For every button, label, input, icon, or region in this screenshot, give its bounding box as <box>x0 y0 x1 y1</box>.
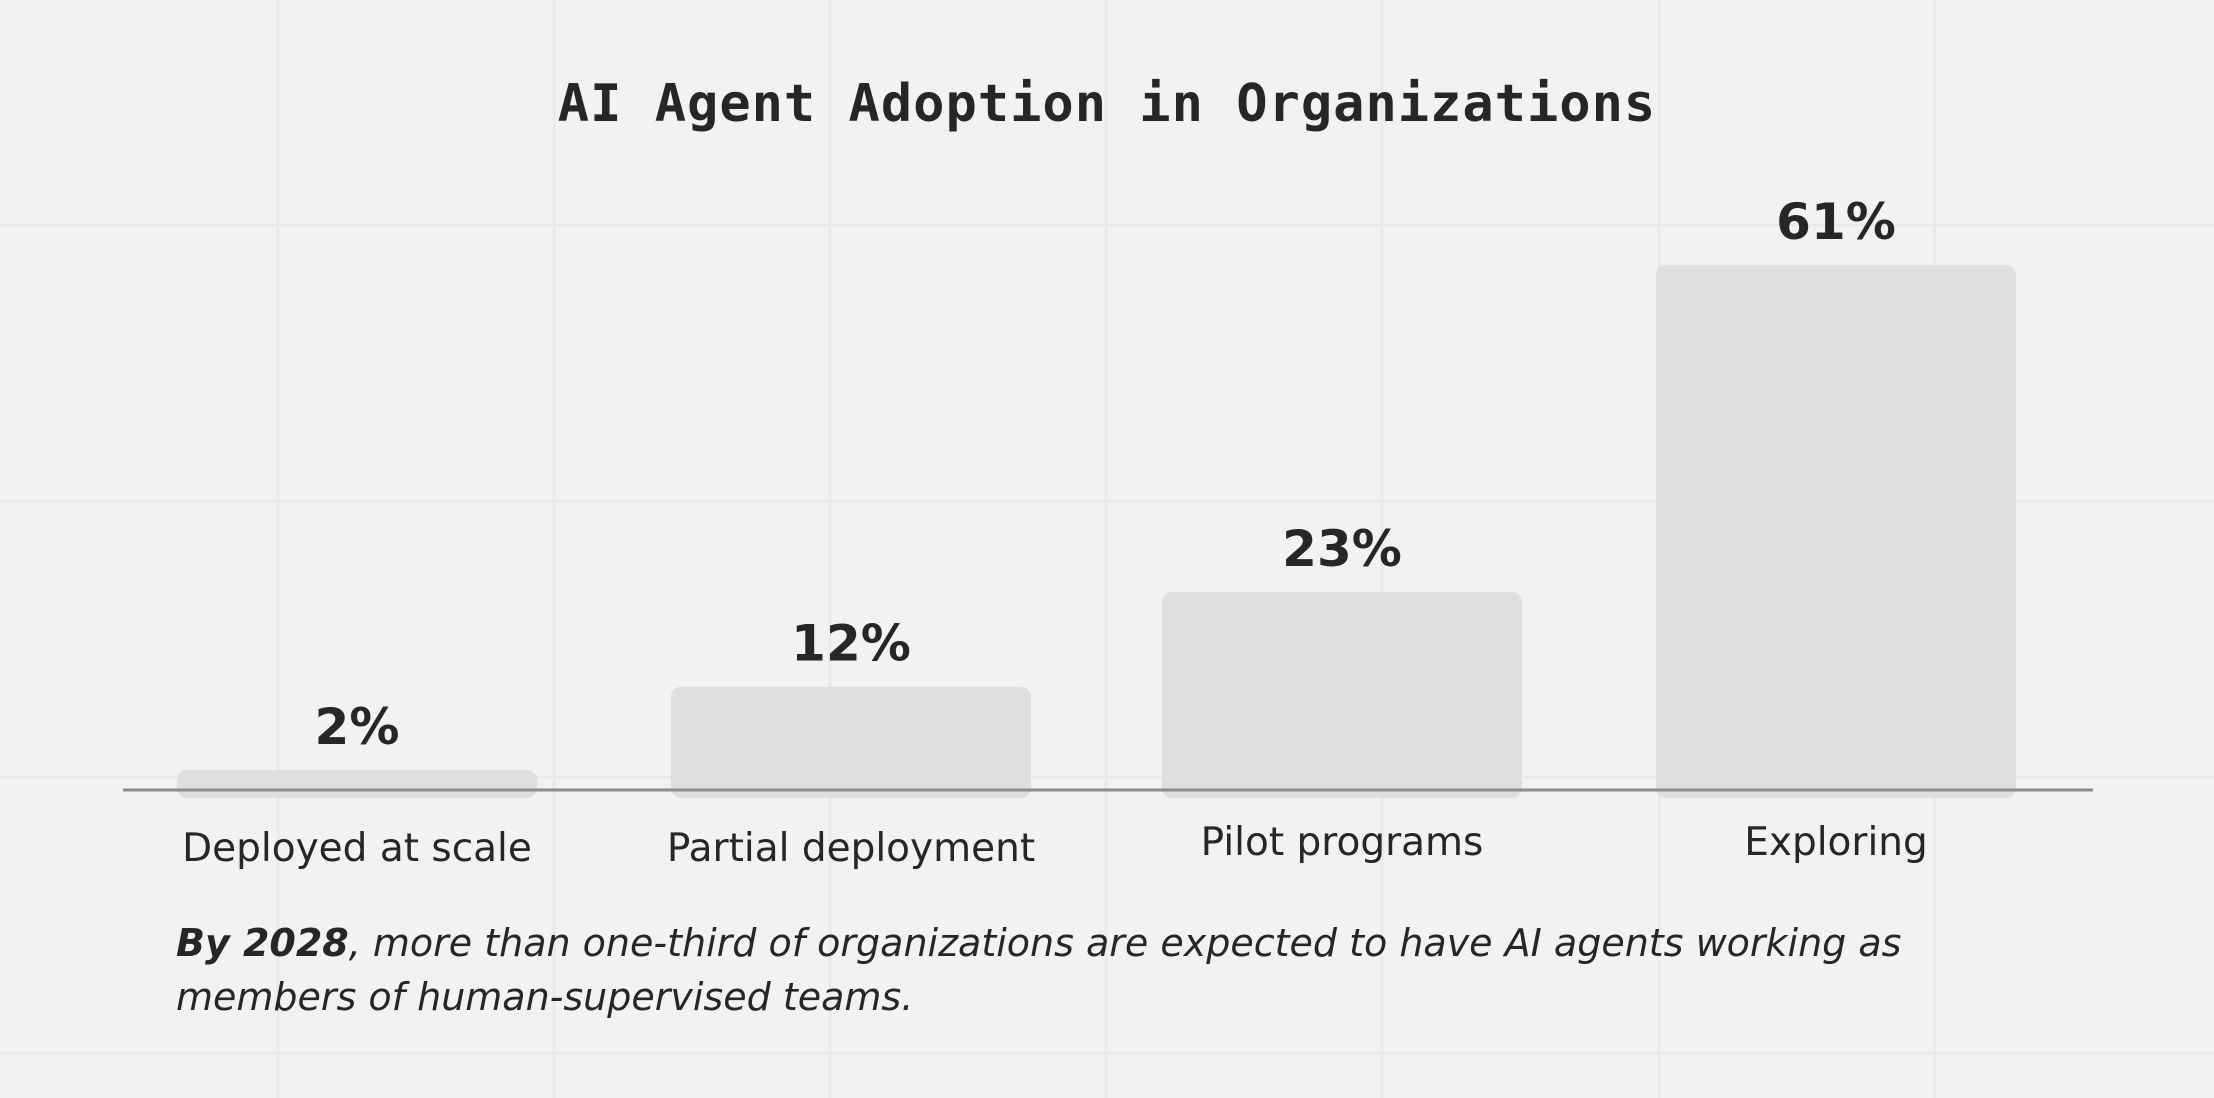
category-label: Deployed at scale <box>182 826 532 871</box>
category-label: Partial deployment <box>667 826 1035 871</box>
value-label: 61% <box>1776 193 1896 251</box>
bar-partial-deployment <box>671 686 1031 798</box>
chart-title: AI Agent Adoption in Organizations <box>557 74 1657 134</box>
bar-pilot-programs <box>1162 592 1522 798</box>
category-label: Pilot programs <box>1201 820 1484 865</box>
chart-caption: By 2028, more than one-third of organiza… <box>176 916 2076 1024</box>
category-label: Exploring <box>1744 820 1928 865</box>
bar-deployed-at-scale <box>177 770 537 798</box>
caption-lead: By 2028 <box>176 921 349 965</box>
bar-exploring <box>1656 265 2016 798</box>
value-label: 12% <box>791 615 911 673</box>
value-label: 2% <box>315 698 400 756</box>
caption-text: , more than one-third of organizations a… <box>176 921 1902 1019</box>
value-label: 23% <box>1282 520 1402 578</box>
